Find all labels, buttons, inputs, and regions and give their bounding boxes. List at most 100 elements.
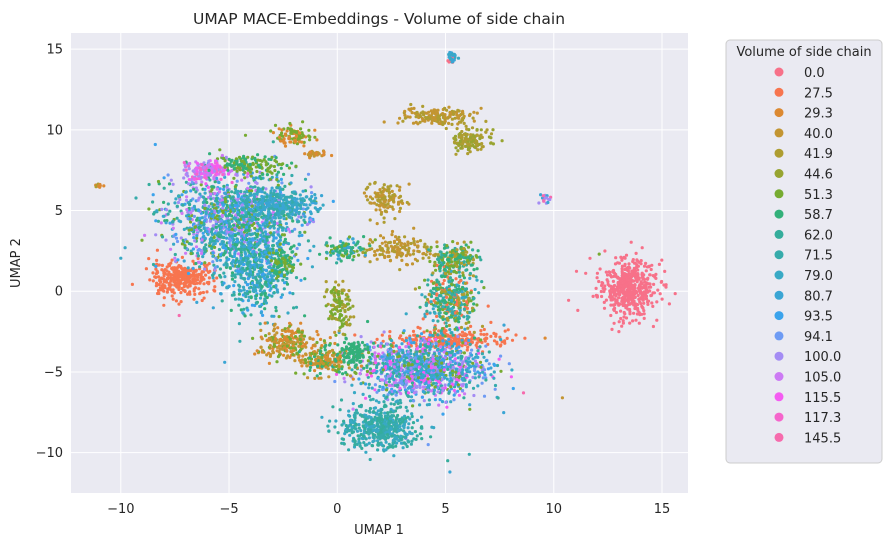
data-point [628,283,632,288]
data-point [203,219,207,223]
data-point [606,282,610,286]
data-point [162,186,166,190]
data-point [268,216,272,220]
data-point [282,193,286,198]
data-point [482,333,486,337]
data-point [173,252,177,257]
data-point [622,303,626,307]
data-point [198,192,202,196]
data-point [322,150,326,154]
data-point [301,134,305,138]
data-point [629,240,633,244]
data-point [211,254,215,258]
data-point [416,244,420,248]
data-point [233,297,238,301]
data-point [394,344,398,348]
data-point [441,339,445,343]
data-point [227,222,231,226]
data-point [280,131,284,135]
data-point [181,203,185,207]
data-point [294,276,299,280]
data-point [187,167,191,171]
data-point [644,269,648,273]
data-point [270,314,274,318]
data-point [257,269,261,273]
data-point [491,142,495,146]
data-point [262,195,266,199]
data-point [290,161,294,165]
scatter-points [94,50,677,474]
data-point [210,210,214,214]
data-point [480,352,484,356]
data-point [271,232,275,237]
data-point [205,164,210,168]
data-point [248,170,253,174]
data-point [609,297,613,301]
data-point [396,248,400,252]
data-point [479,106,483,110]
data-point [463,327,467,331]
data-point [437,114,441,119]
data-point [233,216,237,220]
data-point [223,159,227,163]
data-point [246,186,250,190]
data-point [236,232,240,236]
data-point [215,276,219,280]
data-point [255,192,259,196]
data-point [174,232,178,236]
data-point [385,342,389,346]
data-point [398,185,402,189]
data-point [401,201,405,205]
data-point [290,256,294,260]
data-point [229,308,233,312]
data-point [211,273,215,277]
data-point [196,198,200,202]
data-point [173,201,177,205]
data-point [180,193,184,197]
data-point [383,240,387,244]
data-point [471,138,475,142]
data-point [621,321,626,325]
data-point [252,283,256,288]
data-point [468,136,472,140]
data-point [442,368,446,372]
data-point [437,351,441,356]
data-point [230,219,234,223]
data-point [642,312,646,316]
data-point [615,275,619,279]
data-point [244,225,249,229]
data-point [382,330,386,334]
data-point [220,198,225,202]
data-point [613,262,618,266]
data-point [411,252,415,256]
data-point [243,170,247,174]
data-point [249,174,253,178]
data-point [468,407,472,411]
data-point [197,287,201,291]
data-point [377,203,381,208]
data-point [190,214,194,218]
data-point [294,210,298,214]
data-point [170,273,174,277]
data-point [246,308,250,312]
data-point [628,321,632,325]
data-point [492,376,496,380]
data-point [254,258,258,262]
data-point [405,262,409,267]
data-point [257,223,261,227]
data-point [484,130,488,134]
data-point [370,197,375,201]
data-point [209,230,214,234]
data-point [277,127,281,131]
data-point [235,190,239,194]
data-point [280,181,284,185]
data-point [154,275,158,279]
data-point [259,233,263,237]
data-point [617,330,621,334]
data-point [151,271,155,275]
data-point [631,258,635,262]
data-point [260,258,264,262]
data-point [195,300,199,304]
data-point [246,282,250,287]
data-point [249,191,253,196]
